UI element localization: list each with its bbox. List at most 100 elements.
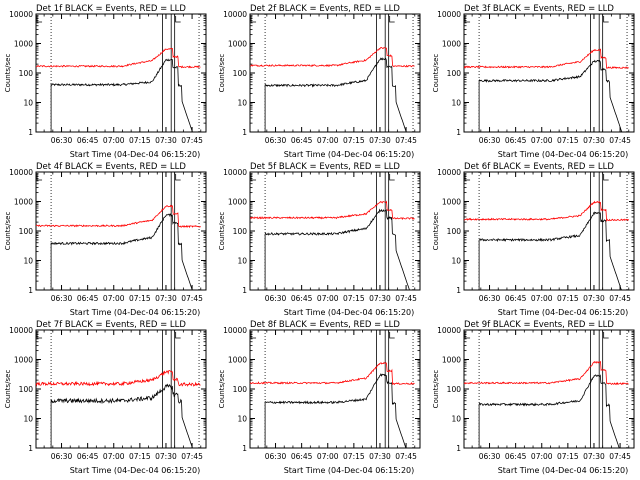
panel-det-6: Det 6f BLACK = Events, RED = LLD Counts/s… — [432, 162, 635, 317]
x-tick-label: 07:00 — [103, 452, 125, 461]
x-tick-label: 06:30 — [479, 452, 501, 461]
x-tick-label: 07:15 — [557, 136, 579, 145]
panel-det-1: Det 1f BLACK = Events, RED = LLD Counts/s… — [4, 4, 207, 159]
y-tick-label: 10000 — [9, 10, 33, 19]
y-axis-label: Counts/sec — [432, 54, 440, 93]
y-tick-label: 1000 — [228, 198, 247, 207]
x-axis-label: Start Time (04-Dec-04 06:15:20) — [498, 466, 629, 475]
x-axis-label: Start Time (04-Dec-04 06:15:20) — [498, 308, 629, 317]
y-axis-label: Counts/sec — [4, 370, 12, 409]
bracket-marker — [464, 174, 471, 181]
x-tick-label: 07:00 — [531, 294, 553, 303]
panel-det-4: Det 4f BLACK = Events, RED = LLD Counts/s… — [4, 162, 207, 317]
x-tick-label: 07:30 — [155, 294, 177, 303]
x-axis-label: Start Time (04-Dec-04 06:15:20) — [70, 308, 201, 317]
plot-frame — [249, 13, 421, 133]
x-tick-label: 07:45 — [181, 136, 203, 145]
x-tick-label: 07:45 — [395, 294, 417, 303]
series-line-lld — [249, 46, 415, 68]
series-line-lld — [249, 361, 415, 386]
x-tick-label: 06:45 — [291, 294, 313, 303]
panel-det-2: Det 2f BLACK = Events, RED = LLD Counts/s… — [218, 4, 421, 159]
y-tick-label: 10 — [237, 99, 247, 108]
x-tick-label: 06:30 — [265, 452, 287, 461]
series-line-lld — [463, 200, 629, 223]
y-tick-label: 100 — [19, 69, 34, 78]
series-line-lld — [35, 204, 201, 229]
x-tick-label: 07:45 — [181, 452, 203, 461]
y-tick-label: 10 — [23, 99, 33, 108]
x-tick-label: 07:15 — [129, 294, 151, 303]
bracket-marker — [250, 174, 257, 181]
x-tick-label: 07:15 — [557, 452, 579, 461]
panel-title: Det 8f BLACK = Events, RED = LLD — [250, 320, 400, 330]
series-line-events — [478, 59, 629, 133]
x-tick-label: 06:30 — [265, 294, 287, 303]
bracket-marker — [603, 174, 609, 181]
panel-title: Det 1f BLACK = Events, RED = LLD — [36, 4, 186, 14]
panel-det-5: Det 5f BLACK = Events, RED = LLD Counts/s… — [218, 162, 421, 317]
y-tick-label: 1000 — [14, 40, 33, 49]
x-tick-label: 07:00 — [317, 136, 339, 145]
plot-frame — [463, 329, 635, 449]
y-tick-label: 10000 — [223, 168, 247, 177]
x-tick-label: 07:30 — [369, 294, 391, 303]
x-tick-label: 06:45 — [505, 136, 527, 145]
panel-title: Det 5f BLACK = Events, RED = LLD — [250, 162, 400, 172]
y-tick-label: 1 — [242, 444, 247, 453]
y-tick-label: 1 — [28, 128, 33, 137]
y-tick-label: 1 — [28, 286, 33, 295]
y-tick-label: 1000 — [14, 198, 33, 207]
x-tick-label: 07:30 — [369, 452, 391, 461]
series-line-lld — [35, 369, 201, 387]
y-tick-label: 100 — [233, 385, 248, 394]
plot-frame — [249, 329, 421, 449]
x-tick-label: 07:00 — [531, 136, 553, 145]
y-tick-label: 1 — [456, 444, 461, 453]
y-tick-label: 10000 — [9, 326, 33, 335]
y-tick-label: 10000 — [437, 326, 461, 335]
plot-frame — [249, 171, 421, 291]
x-tick-label: 06:45 — [291, 452, 313, 461]
series-line-events — [264, 373, 415, 449]
y-axis-label: Counts/sec — [4, 212, 12, 251]
x-tick-label: 07:30 — [155, 452, 177, 461]
y-axis-label: Counts/sec — [4, 54, 12, 93]
y-tick-label: 10 — [451, 415, 461, 424]
series-line-events — [50, 383, 201, 449]
x-axis-label: Start Time (04-Dec-04 06:15:20) — [284, 466, 415, 475]
y-tick-label: 100 — [233, 69, 248, 78]
x-axis-label: Start Time (04-Dec-04 06:15:20) — [284, 150, 415, 159]
y-tick-label: 10000 — [437, 10, 461, 19]
y-tick-label: 100 — [233, 227, 248, 236]
x-tick-label: 07:30 — [155, 136, 177, 145]
x-tick-label: 07:15 — [557, 294, 579, 303]
panel-det-7: Det 7f BLACK = Events, RED = LLD Counts/s… — [4, 320, 207, 475]
x-axis-label: Start Time (04-Dec-04 06:15:20) — [70, 466, 201, 475]
x-tick-label: 06:30 — [51, 294, 73, 303]
y-tick-label: 1000 — [228, 356, 247, 365]
x-tick-label: 07:45 — [609, 452, 631, 461]
y-tick-label: 100 — [19, 385, 34, 394]
y-axis-label: Counts/sec — [218, 212, 226, 251]
y-tick-label: 10000 — [223, 10, 247, 19]
panel-title: Det 4f BLACK = Events, RED = LLD — [36, 162, 186, 172]
y-axis-label: Counts/sec — [432, 212, 440, 251]
bracket-marker — [250, 332, 257, 339]
bracket-marker — [36, 174, 43, 181]
bracket-marker — [175, 16, 181, 23]
panel-det-9: Det 9f BLACK = Events, RED = LLD Counts/s… — [432, 320, 635, 475]
y-tick-label: 1000 — [442, 40, 461, 49]
x-axis-label: Start Time (04-Dec-04 06:15:20) — [70, 150, 201, 159]
x-axis-label: Start Time (04-Dec-04 06:15:20) — [284, 308, 415, 317]
x-tick-label: 07:45 — [609, 136, 631, 145]
x-tick-label: 06:45 — [505, 452, 527, 461]
y-tick-label: 10000 — [9, 168, 33, 177]
x-tick-label: 06:45 — [77, 136, 99, 145]
x-tick-label: 06:30 — [479, 136, 501, 145]
y-tick-label: 10 — [23, 257, 33, 266]
x-axis-label: Start Time (04-Dec-04 06:15:20) — [498, 150, 629, 159]
y-axis-label: Counts/sec — [218, 54, 226, 93]
y-tick-label: 10 — [23, 415, 33, 424]
